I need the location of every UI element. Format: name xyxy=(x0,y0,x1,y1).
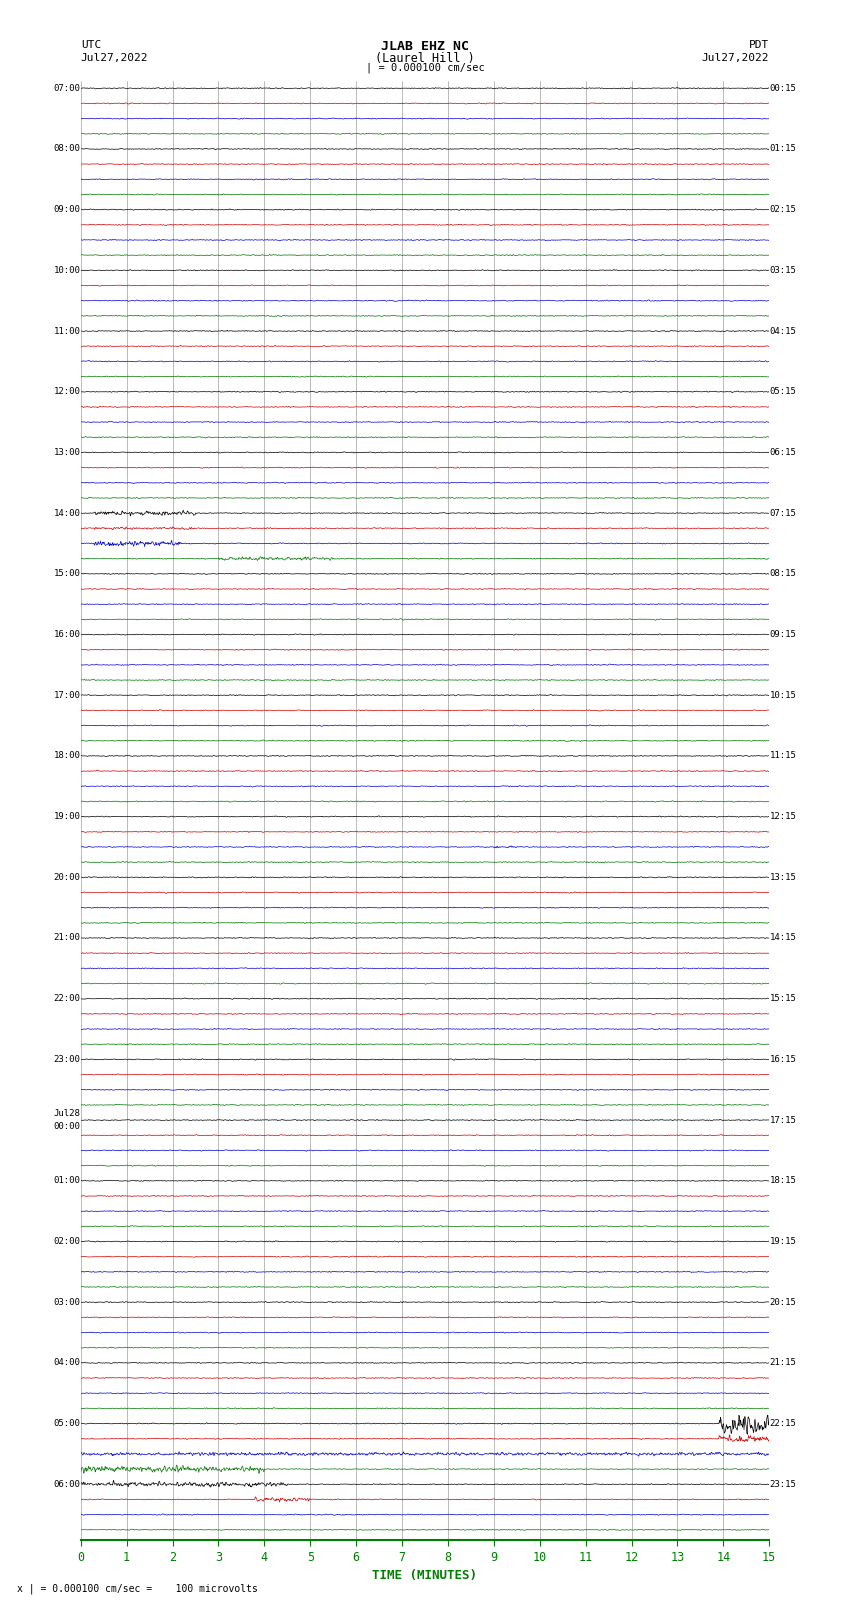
Text: 02:15: 02:15 xyxy=(770,205,796,215)
Text: 14:00: 14:00 xyxy=(54,508,80,518)
Text: 15:00: 15:00 xyxy=(54,569,80,579)
Text: 00:00: 00:00 xyxy=(54,1123,80,1131)
Text: 07:00: 07:00 xyxy=(54,84,80,92)
Text: 22:00: 22:00 xyxy=(54,994,80,1003)
Text: (Laurel Hill ): (Laurel Hill ) xyxy=(375,52,475,65)
Text: 22:15: 22:15 xyxy=(770,1419,796,1428)
Text: Jul27,2022: Jul27,2022 xyxy=(702,53,769,63)
Text: 21:00: 21:00 xyxy=(54,934,80,942)
Text: 10:15: 10:15 xyxy=(770,690,796,700)
Text: 08:15: 08:15 xyxy=(770,569,796,579)
Text: 02:00: 02:00 xyxy=(54,1237,80,1245)
Text: 23:00: 23:00 xyxy=(54,1055,80,1065)
Text: 04:00: 04:00 xyxy=(54,1358,80,1368)
Text: 07:15: 07:15 xyxy=(770,508,796,518)
Text: 23:15: 23:15 xyxy=(770,1479,796,1489)
Text: 09:00: 09:00 xyxy=(54,205,80,215)
Text: 03:00: 03:00 xyxy=(54,1298,80,1307)
Text: 05:15: 05:15 xyxy=(770,387,796,397)
Text: 19:15: 19:15 xyxy=(770,1237,796,1245)
Text: JLAB EHZ NC: JLAB EHZ NC xyxy=(381,40,469,53)
Text: 15:15: 15:15 xyxy=(770,994,796,1003)
Text: 03:15: 03:15 xyxy=(770,266,796,274)
Text: 16:00: 16:00 xyxy=(54,631,80,639)
Text: 01:15: 01:15 xyxy=(770,145,796,153)
Text: Jul28: Jul28 xyxy=(54,1108,80,1118)
Text: 16:15: 16:15 xyxy=(770,1055,796,1065)
Text: 04:15: 04:15 xyxy=(770,326,796,336)
Text: 08:00: 08:00 xyxy=(54,145,80,153)
Text: 21:15: 21:15 xyxy=(770,1358,796,1368)
Text: 11:00: 11:00 xyxy=(54,326,80,336)
Text: x | = 0.000100 cm/sec =    100 microvolts: x | = 0.000100 cm/sec = 100 microvolts xyxy=(17,1582,258,1594)
Text: 20:00: 20:00 xyxy=(54,873,80,882)
Text: 06:15: 06:15 xyxy=(770,448,796,456)
Text: 10:00: 10:00 xyxy=(54,266,80,274)
Text: 00:15: 00:15 xyxy=(770,84,796,92)
Text: 14:15: 14:15 xyxy=(770,934,796,942)
Text: 18:15: 18:15 xyxy=(770,1176,796,1186)
Text: 01:00: 01:00 xyxy=(54,1176,80,1186)
Text: 12:15: 12:15 xyxy=(770,811,796,821)
Text: 17:15: 17:15 xyxy=(770,1116,796,1124)
X-axis label: TIME (MINUTES): TIME (MINUTES) xyxy=(372,1569,478,1582)
Text: 09:15: 09:15 xyxy=(770,631,796,639)
Text: Jul27,2022: Jul27,2022 xyxy=(81,53,148,63)
Text: PDT: PDT xyxy=(749,40,769,50)
Text: 18:00: 18:00 xyxy=(54,752,80,760)
Text: | = 0.000100 cm/sec: | = 0.000100 cm/sec xyxy=(366,63,484,74)
Text: 12:00: 12:00 xyxy=(54,387,80,397)
Text: 05:00: 05:00 xyxy=(54,1419,80,1428)
Text: 13:15: 13:15 xyxy=(770,873,796,882)
Text: 06:00: 06:00 xyxy=(54,1479,80,1489)
Text: 20:15: 20:15 xyxy=(770,1298,796,1307)
Text: 13:00: 13:00 xyxy=(54,448,80,456)
Text: 11:15: 11:15 xyxy=(770,752,796,760)
Text: 17:00: 17:00 xyxy=(54,690,80,700)
Text: UTC: UTC xyxy=(81,40,101,50)
Text: 19:00: 19:00 xyxy=(54,811,80,821)
